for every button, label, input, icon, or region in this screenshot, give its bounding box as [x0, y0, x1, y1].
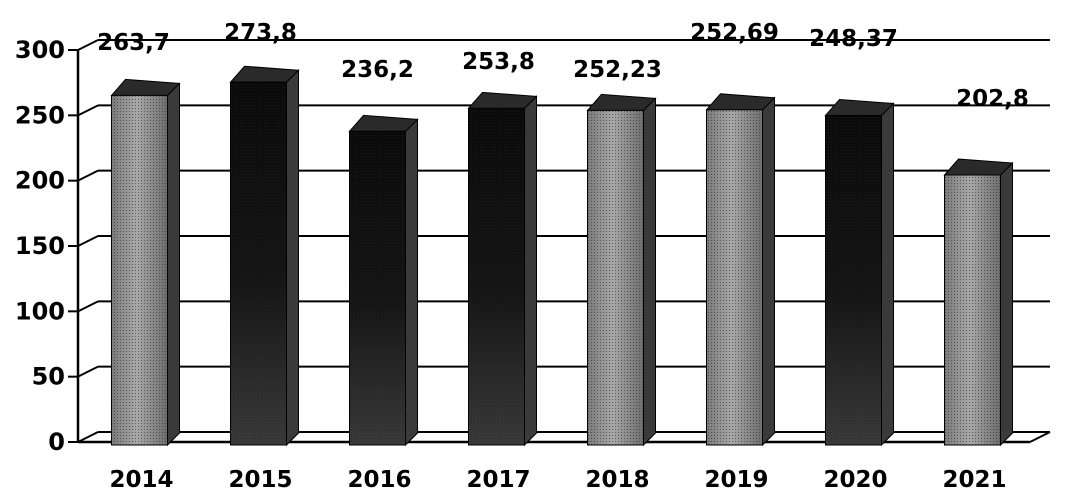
bar-texture	[111, 95, 168, 445]
y-tick-label: 300	[15, 36, 65, 64]
data-label: 248,37	[809, 26, 898, 52]
data-label: 273,8	[224, 20, 297, 46]
x-tick-label: 2021	[942, 467, 1006, 490]
data-label: 253,8	[462, 49, 535, 75]
gridlines	[77, 39, 1050, 443]
bars	[110, 65, 1014, 447]
gridline-connector	[77, 235, 99, 247]
bar	[229, 65, 300, 447]
gridline-connector	[77, 169, 99, 182]
bar-side	[405, 118, 418, 447]
bar-texture	[944, 175, 1001, 445]
y-tick-label: 250	[15, 101, 65, 129]
bar-side	[286, 69, 299, 447]
data-label: 263,7	[97, 30, 170, 56]
gridline-connector	[77, 431, 99, 443]
bar-texture	[230, 82, 287, 445]
x-tick-label: 2018	[585, 467, 649, 490]
gridline-connector	[77, 39, 99, 51]
bar	[586, 93, 657, 447]
bar-top	[229, 65, 300, 83]
bar-texture	[706, 109, 763, 446]
y-tick-label: 50	[32, 363, 65, 391]
bar-texture	[349, 131, 406, 445]
bar-side	[524, 95, 537, 447]
y-tick-label: 0	[48, 428, 65, 456]
bar-top	[586, 93, 657, 111]
data-label: 252,23	[573, 57, 662, 83]
bar-top	[705, 93, 776, 111]
bar-side	[1000, 161, 1013, 447]
bar-top	[467, 91, 538, 109]
bar-top	[348, 114, 419, 132]
bar-side	[881, 102, 894, 447]
y-tick-label: 150	[15, 232, 65, 260]
bar	[110, 78, 181, 447]
bar-side	[167, 82, 180, 447]
bar	[705, 93, 776, 447]
bar-texture	[587, 110, 644, 445]
gridline-connector	[77, 104, 99, 117]
bar-side	[762, 96, 775, 447]
bar	[943, 158, 1014, 447]
gridline-connector	[77, 300, 99, 313]
x-tick-label: 2015	[228, 467, 292, 490]
gridline-connector	[77, 365, 99, 378]
x-tick-label: 2020	[823, 467, 887, 490]
bar-top	[824, 98, 895, 116]
bar-side	[643, 97, 656, 447]
x-tick-label: 2016	[347, 467, 411, 490]
data-label: 202,8	[956, 86, 1029, 112]
floor-edge	[1029, 431, 1051, 443]
bar	[467, 91, 538, 447]
x-tick-label: 2019	[704, 467, 768, 490]
y-tick-label: 200	[15, 167, 65, 195]
bar-top	[943, 158, 1014, 176]
y-tick-label: 100	[15, 297, 65, 325]
data-label: 252,69	[690, 20, 779, 46]
bar-top	[110, 78, 181, 96]
data-label: 236,2	[341, 57, 414, 83]
bar-texture	[825, 115, 882, 446]
bar	[824, 98, 895, 447]
x-tick-label: 2014	[109, 467, 173, 490]
labels: 2014 263,7 2015 273,8 2016 236,2 2017 253,8 2018…	[97, 20, 1029, 490]
bar-texture	[468, 108, 525, 446]
x-tick-label: 2017	[466, 467, 530, 490]
bar	[348, 114, 419, 447]
